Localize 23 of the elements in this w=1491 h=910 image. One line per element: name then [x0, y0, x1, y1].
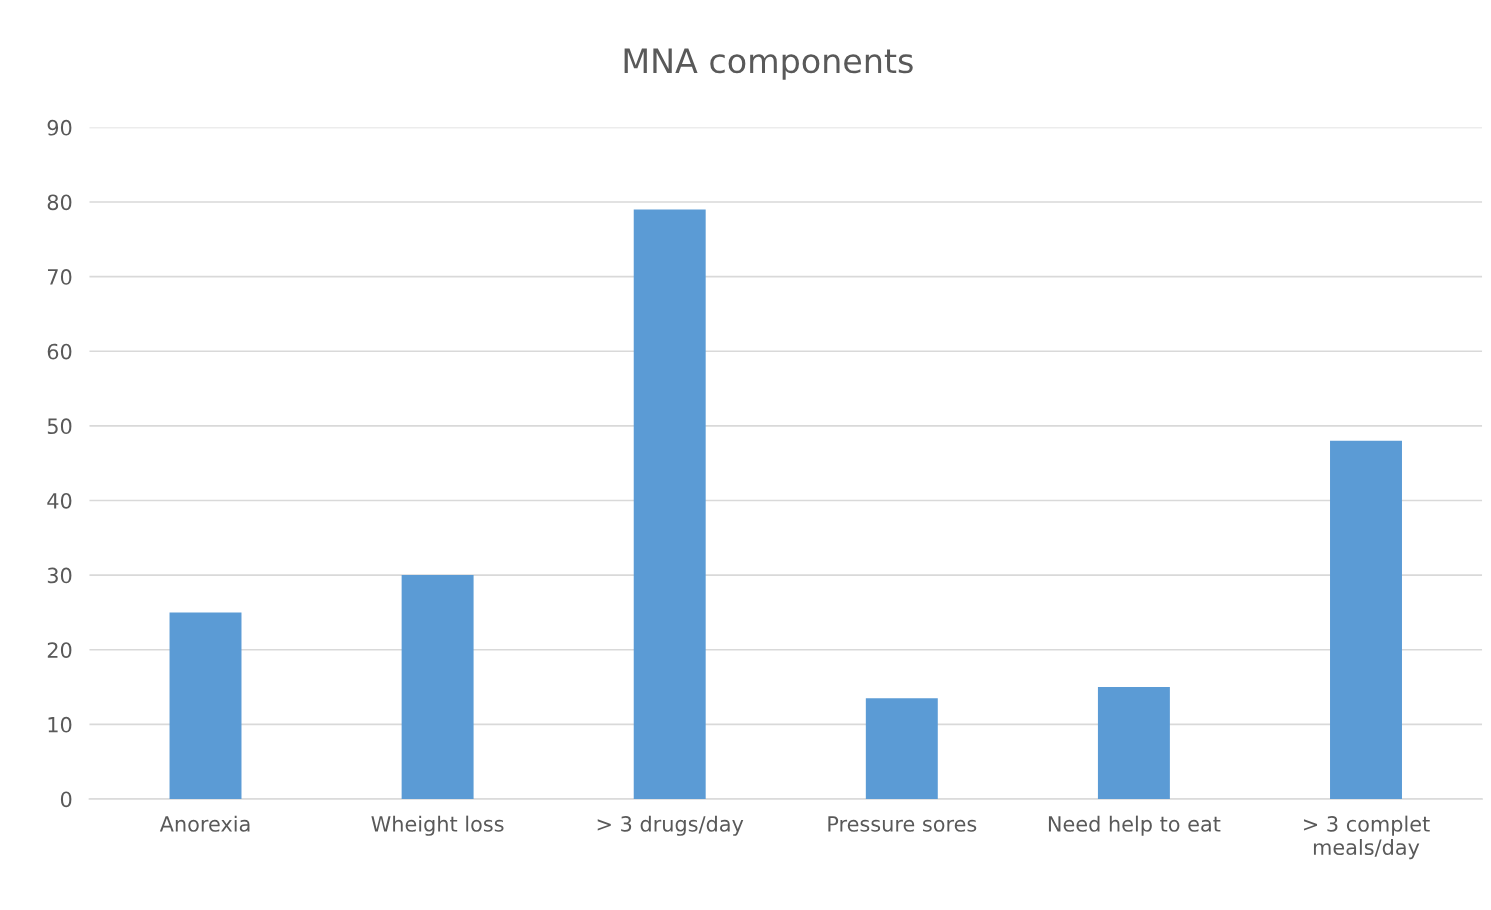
y-tick-label: 90	[47, 119, 72, 136]
x-tick-label: Need help to eat	[1048, 815, 1221, 836]
x-tick-label: Wheight loss	[371, 815, 504, 836]
x-tick-label: Pressure sores	[828, 816, 977, 832]
bar	[633, 209, 706, 799]
y-tick-label: 10	[48, 716, 72, 733]
x-tick-label: Anorexia	[159, 815, 250, 832]
x-tick-label: > 3 drugs/day	[597, 815, 744, 836]
bar	[1097, 687, 1170, 799]
y-tick-label: 70	[47, 269, 72, 285]
y-tick-label: 30	[47, 567, 72, 584]
y-tick-label: 0	[60, 791, 72, 808]
x-tick-label: > 3 complet meals/day	[1303, 815, 1430, 860]
y-tick-label: 20	[47, 642, 72, 658]
bar	[1330, 440, 1402, 799]
y-tick-label: 80	[47, 194, 72, 211]
bar	[169, 612, 242, 799]
bar	[401, 575, 474, 799]
y-tick-label: 50	[47, 418, 72, 435]
bar	[865, 698, 938, 799]
y-tick-label: 40	[47, 492, 72, 509]
y-tick-label: 60	[47, 343, 72, 360]
chart-title: MNA components	[624, 48, 913, 80]
